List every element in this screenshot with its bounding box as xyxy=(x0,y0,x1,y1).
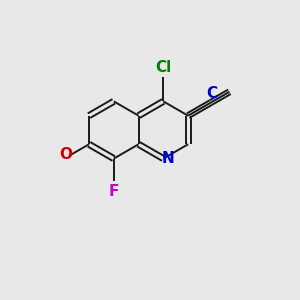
Text: Cl: Cl xyxy=(155,60,172,75)
Text: C: C xyxy=(206,85,217,100)
Text: N: N xyxy=(162,151,175,166)
Text: F: F xyxy=(109,184,119,199)
Text: O: O xyxy=(59,147,72,162)
